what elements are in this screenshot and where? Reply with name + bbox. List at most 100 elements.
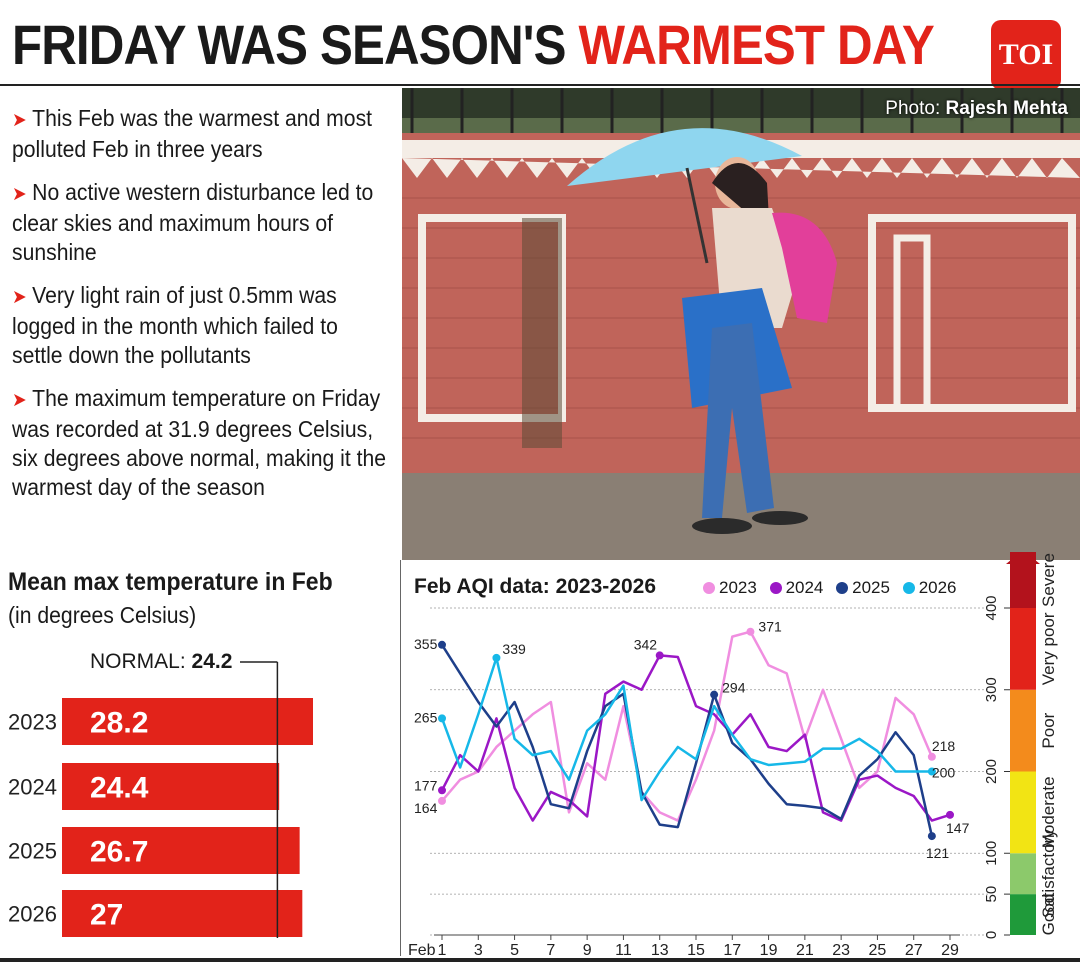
x-tick-label: 15	[687, 942, 705, 959]
bar-category-label: 2023	[8, 710, 57, 735]
point-marker	[927, 832, 936, 841]
bar-category-label: 2026	[8, 902, 57, 927]
aqi-line-chart: 1 3 5 7 9 11 13 15 17 19 21 23 25 27 29Feb355265177164…	[408, 552, 1058, 959]
aqi-chart-frame	[400, 560, 971, 956]
x-tick-label: 11	[615, 942, 632, 959]
aqi-band-label: Moderate	[1039, 776, 1058, 848]
point-marker	[492, 653, 501, 662]
legend-label-2025: 2025	[852, 578, 890, 597]
x-tick-label: 5	[510, 942, 519, 959]
point-label: 147	[946, 820, 970, 836]
point-label: 371	[758, 619, 782, 635]
y-tick-label: 0	[983, 931, 1000, 939]
bar-value-label: 27	[90, 899, 123, 932]
temp-bar-2026	[62, 890, 303, 937]
point-label: 342	[634, 636, 658, 652]
y-tick-label: 100	[983, 841, 1000, 866]
arrow-icon: ➤	[12, 110, 27, 131]
bar-chart-title: Mean max temperature in Feb	[8, 568, 333, 596]
bullet-text: Very light rain of just 0.5mm was logged…	[12, 282, 338, 368]
y-tick-label: 300	[983, 677, 1000, 702]
point-marker	[927, 752, 936, 761]
point-label: 121	[926, 845, 950, 861]
aqi-legend: 2023 2024 2025 2026	[695, 578, 957, 598]
point-label: 294	[722, 680, 746, 696]
arrow-icon: ➤	[12, 390, 27, 411]
point-marker	[438, 786, 446, 795]
series-line-2024	[440, 654, 951, 822]
x-tick-label: 27	[905, 942, 923, 959]
x-tick-label: 7	[546, 942, 555, 959]
photo-credit: Photo: Rajesh Mehta	[885, 98, 1068, 120]
bullet-list: ➤ This Feb was the warmest and most pollu…	[12, 104, 392, 516]
aqi-band-label: Satisfactory	[1039, 829, 1058, 918]
legend-swatch-2024	[769, 582, 782, 594]
bullet-item: ➤ The maximum temperature on Friday was r…	[12, 384, 389, 502]
point-marker	[438, 796, 446, 805]
point-marker	[438, 714, 446, 723]
x-tick-label: 19	[760, 942, 778, 959]
point-marker	[946, 810, 954, 819]
normal-label-text: NORMAL:	[90, 650, 192, 673]
legend-swatch-2023	[703, 582, 715, 594]
legend-label-2023: 2023	[719, 578, 757, 597]
point-label: 339	[502, 641, 526, 657]
aqi-band-good	[1010, 894, 1036, 935]
x-tick-label: 9	[583, 942, 592, 959]
aqi-band-very-poor	[1010, 608, 1036, 690]
aqi-band-label: Good	[1039, 894, 1058, 936]
x-tick-label: 3	[474, 942, 483, 959]
temperature-bar-chart: 2023 28.2 2024 24.4 2025 26.7 2026 27	[8, 661, 313, 938]
x-tick-label: 17	[723, 942, 741, 959]
bar-category-label: 2025	[8, 839, 57, 864]
point-label: 265	[414, 709, 438, 725]
normal-label: NORMAL: 24.2	[90, 650, 232, 674]
legend-swatch-2025	[836, 582, 849, 594]
y-tick-label: 50	[983, 886, 1000, 903]
bullet-item: ➤ This Feb was the warmest and most pollu…	[12, 104, 389, 164]
headline-part2: WARMEST DAY	[578, 13, 934, 76]
temp-bar-2024	[62, 763, 280, 810]
normal-label-value: 24.2	[191, 650, 233, 673]
bullet-text: This Feb was the warmest and most pollut…	[12, 105, 373, 162]
y-tick-label: 400	[983, 595, 1000, 620]
arrow-up-icon	[1006, 552, 1040, 564]
y-tick-label: 200	[983, 759, 1000, 784]
headline: FRIDAY WAS SEASON'S WARMEST DAY	[12, 10, 935, 80]
point-label: 177	[414, 777, 438, 793]
aqi-band-satisfactory	[1010, 853, 1036, 895]
bottom-rule	[0, 958, 1080, 962]
headline-rule	[0, 84, 1080, 86]
x-tick-label: 13	[651, 942, 669, 959]
news-photo: Photo: Rajesh Mehta	[402, 88, 1080, 560]
x-tick-label: 29	[941, 942, 959, 959]
arrow-icon: ➤	[12, 184, 27, 205]
bullet-text: No active western disturbance led to cle…	[12, 179, 374, 265]
series-line-2026	[440, 656, 932, 802]
bullet-item: ➤ No active western disturbance led to cl…	[12, 178, 389, 267]
bar-chart-subtitle: (in degrees Celsius)	[8, 602, 197, 628]
x-axis-prefix: Feb	[408, 942, 436, 959]
legend-swatch-2026	[902, 582, 915, 594]
bullet-item: ➤ Very light rain of just 0.5mm was logge…	[12, 281, 389, 370]
aqi-band-poor	[1010, 689, 1036, 772]
credit-prefix: Photo:	[885, 98, 946, 119]
bar-value-label: 24.4	[90, 772, 149, 805]
bullet-text: The maximum temperature on Friday was re…	[12, 385, 387, 500]
legend-label-2026: 2026	[918, 578, 957, 597]
point-marker	[746, 627, 755, 636]
headline-part1: FRIDAY WAS SEASON'S	[12, 13, 579, 76]
point-label: 355	[414, 636, 438, 652]
credit-name: Rajesh Mehta	[945, 98, 1068, 119]
bar-value-label: 26.7	[90, 836, 148, 869]
aqi-chart-title: Feb AQI data: 2023-2026	[414, 575, 656, 598]
point-label: 218	[932, 738, 956, 754]
x-tick-label: 1	[438, 942, 447, 959]
point-label: 164	[414, 800, 438, 816]
aqi-band-label: Very poor	[1039, 612, 1058, 685]
aqi-band-label: Poor	[1039, 712, 1058, 748]
aqi-band-moderate	[1010, 771, 1036, 854]
bar-category-label: 2024	[8, 775, 57, 800]
arrow-icon: ➤	[12, 287, 27, 308]
x-tick-label: 23	[832, 942, 850, 959]
